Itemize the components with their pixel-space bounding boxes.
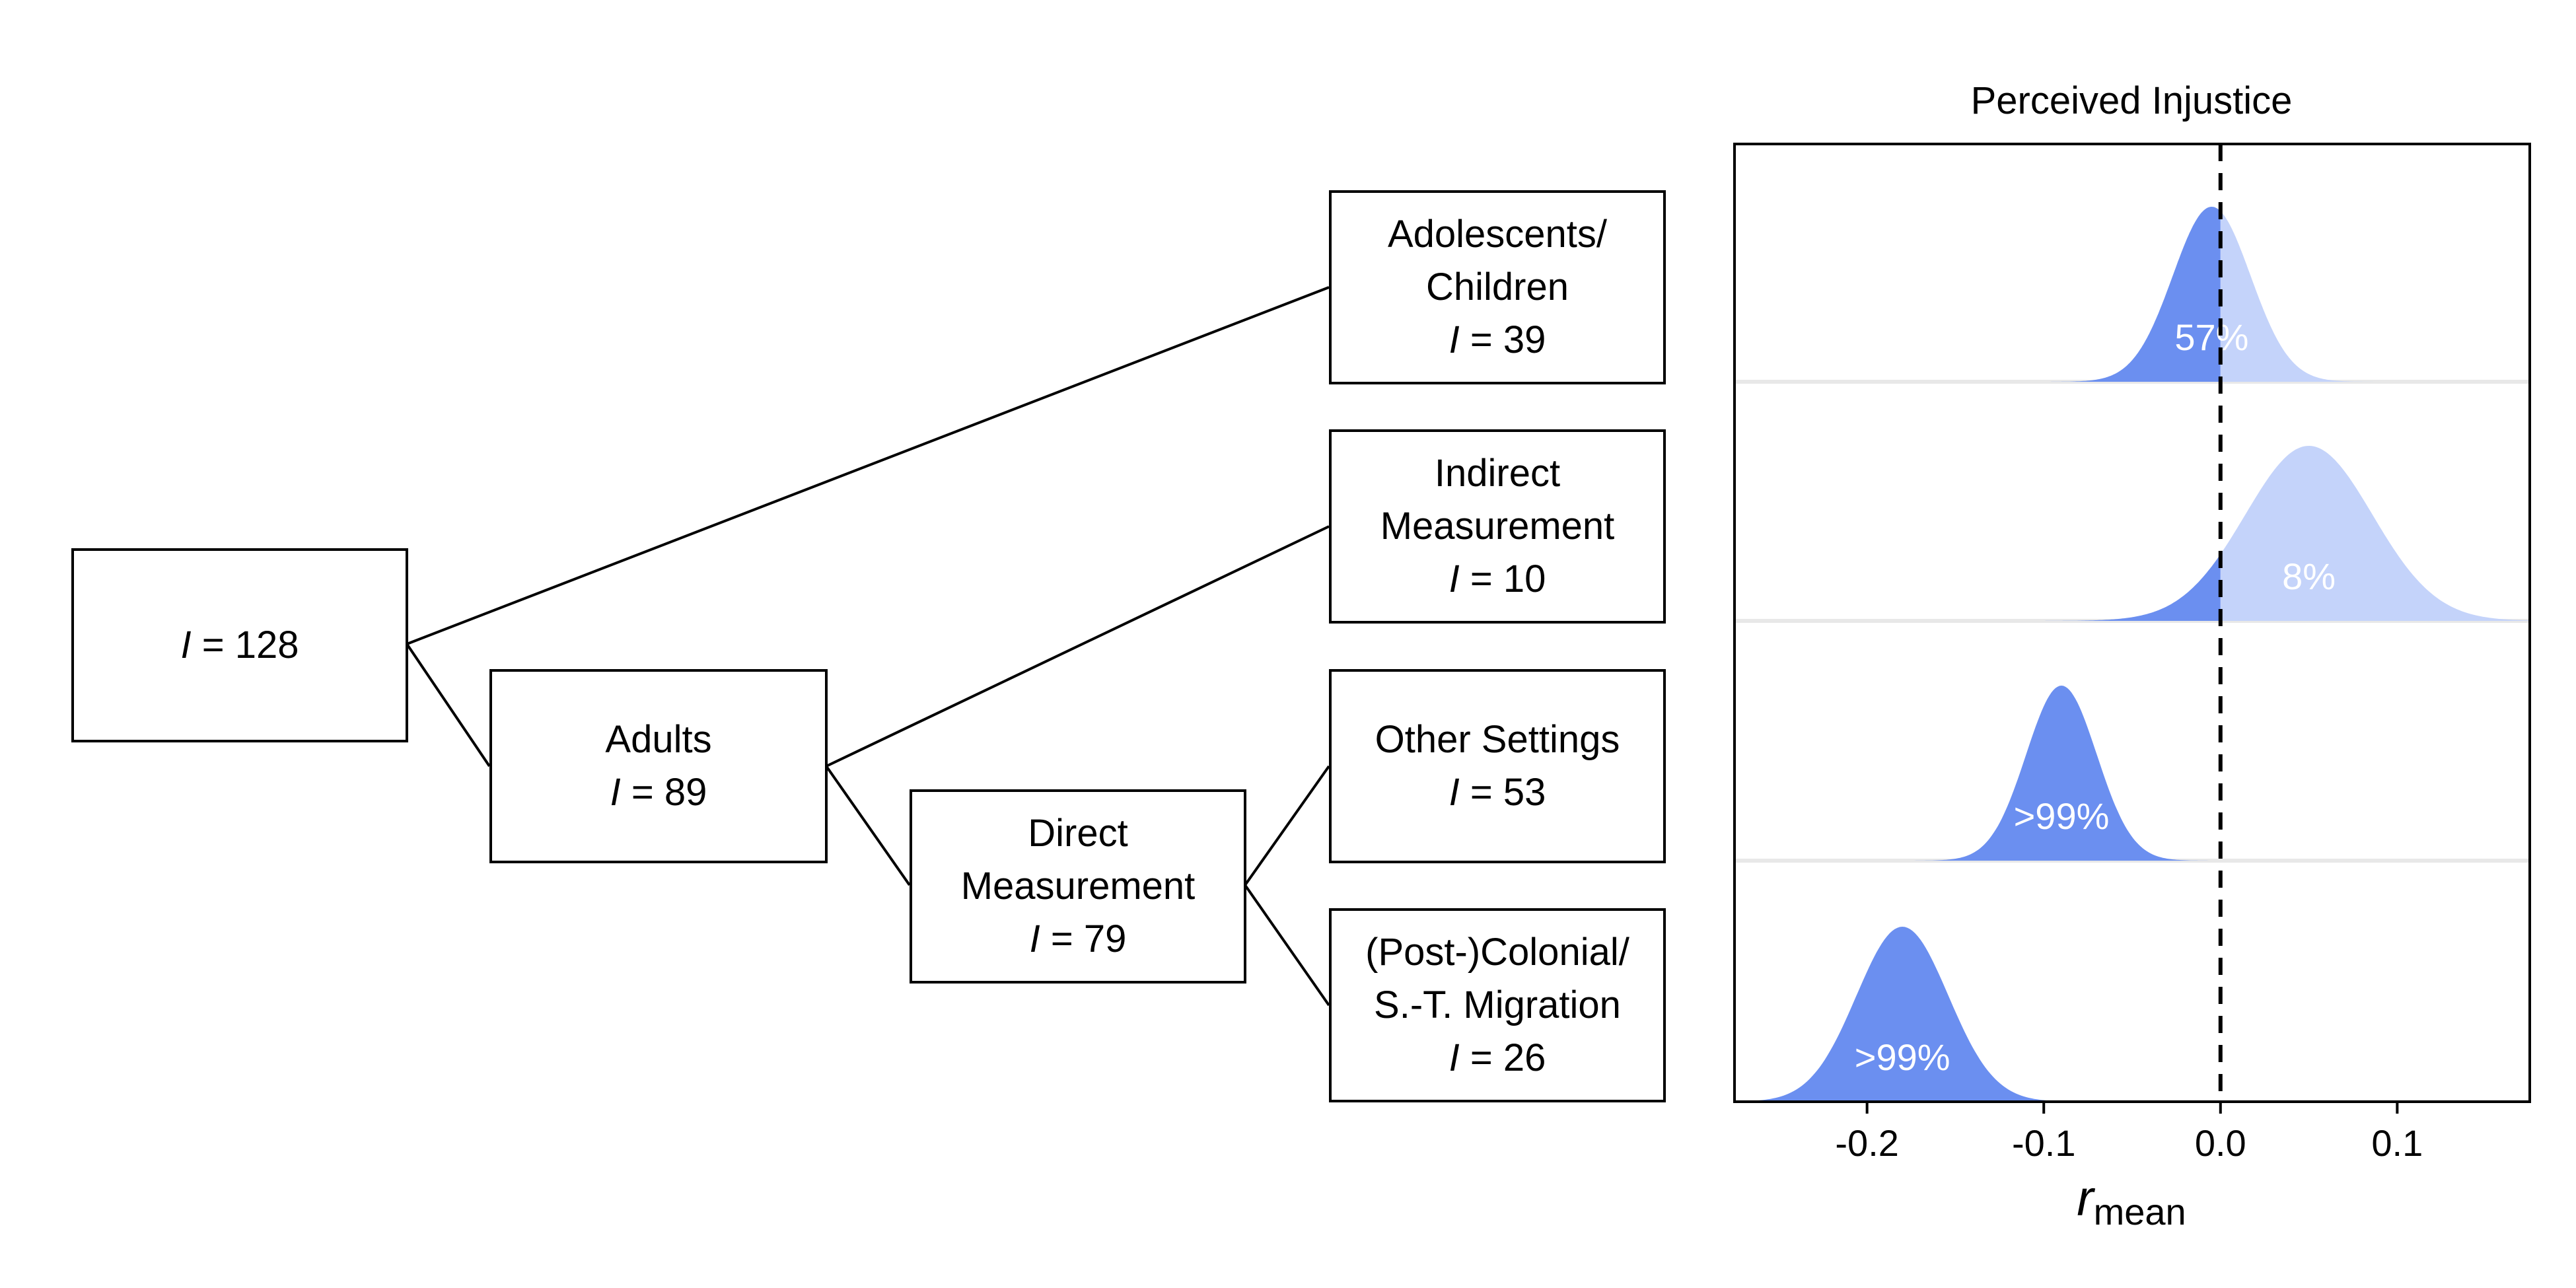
ridge-probability-label: 8% <box>2282 555 2336 597</box>
ridge-probability-label: >99% <box>1855 1036 1950 1078</box>
x-tick-label: -0.1 <box>2012 1122 2076 1164</box>
node-adolescents-children: Adolescents/ Children I = 39 <box>1329 190 1666 384</box>
node-label: Measurement <box>1380 505 1615 548</box>
node-count: I = 53 <box>1449 771 1546 814</box>
node-other-settings: Other Settings I = 53 <box>1329 669 1666 863</box>
x-tick-label: 0.0 <box>2195 1122 2246 1164</box>
ridge-area-above-zero <box>2220 446 2530 621</box>
node-label: S.-T. Migration <box>1374 984 1621 1026</box>
node-count: I = 79 <box>1029 917 1127 960</box>
node-postcolonial-migration: (Post-)Colonial/ S.-T. Migration I = 26 <box>1329 908 1666 1102</box>
x-axis: -0.2 -0.1 0.0 0.1 <box>1835 1102 2423 1164</box>
node-label: (Post-)Colonial/ <box>1365 931 1629 974</box>
node-adults: Adults I = 89 <box>489 669 828 863</box>
chart-title: Perceived Injustice <box>1971 79 2293 122</box>
ridge-area-below-zero <box>2022 554 2221 621</box>
node-label: Measurement <box>960 865 1196 908</box>
node-count: I = 39 <box>1449 318 1546 361</box>
edge-root-adults <box>406 643 491 768</box>
node-count: I = 89 <box>610 771 707 814</box>
plot-frame <box>1733 143 2531 1103</box>
ridge: 8% <box>1735 446 2530 623</box>
node-label: Adolescents/ <box>1387 213 1608 256</box>
node-label: Other Settings <box>1375 718 1620 761</box>
ridge: >99% <box>1735 927 2530 1102</box>
x-axis-label-sub: mean <box>2094 1191 2186 1233</box>
x-tick-label: 0.1 <box>2371 1122 2423 1164</box>
x-axis-label: rmean <box>2077 1170 2186 1233</box>
node-label: Direct <box>1028 812 1128 855</box>
node-label: Children <box>1426 266 1569 308</box>
x-tick-label: -0.2 <box>1835 1122 1899 1164</box>
edge-adults-indirect <box>826 525 1330 768</box>
ridges: 57% 8% >99% >99% <box>1735 207 2530 1102</box>
ridge: >99% <box>1735 686 2530 863</box>
node-label: Adults <box>605 718 712 761</box>
node-label: Indirect <box>1434 452 1561 495</box>
edge-direct-colonial <box>1244 884 1330 1007</box>
ridge-area-below-zero <box>2036 207 2221 382</box>
edge-root-adolescents <box>406 286 1330 645</box>
ridge: 57% <box>1735 207 2530 384</box>
root-count: I = 128 <box>180 624 299 666</box>
ridge-probability-label: 57% <box>2174 316 2248 358</box>
root-node: I = 128 <box>71 548 408 742</box>
ridge-area-below-zero <box>1735 927 2110 1102</box>
node-direct-measurement: Direct Measurement I = 79 <box>910 789 1246 984</box>
ridge-area-above-zero <box>2220 211 2387 382</box>
x-axis-label-main: r <box>2077 1170 2095 1227</box>
edge-adults-direct <box>825 765 911 886</box>
node-count: I = 26 <box>1449 1036 1546 1079</box>
ridge-area-below-zero <box>1902 686 2221 861</box>
node-indirect-measurement: Indirect Measurement I = 10 <box>1329 429 1666 624</box>
edge-direct-other <box>1244 765 1330 886</box>
ridge-probability-label: >99% <box>2014 795 2110 837</box>
node-count: I = 10 <box>1449 557 1546 600</box>
